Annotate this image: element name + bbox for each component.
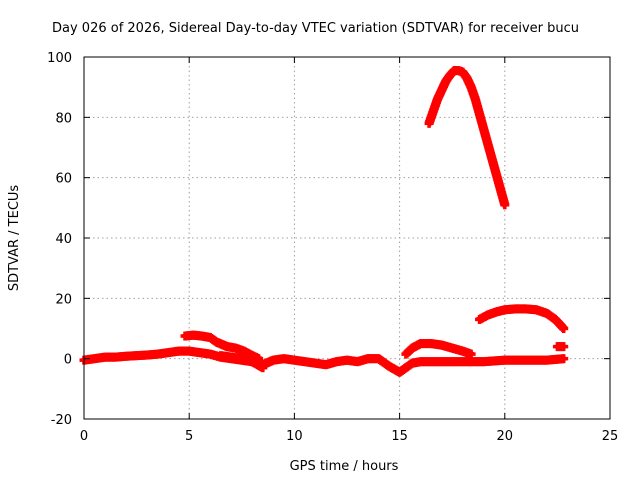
y-tick-label: 80 [55, 111, 72, 126]
axis-ticks [83, 56, 611, 420]
plus-marker [258, 363, 268, 373]
x-tick-label: 25 [602, 429, 619, 444]
data-points [79, 66, 569, 377]
x-tick-label: 20 [497, 429, 514, 444]
x-tick-labels: 0 5 10 15 20 25 [80, 429, 618, 444]
series-baseline-track [79, 346, 569, 377]
plus-marker [466, 349, 476, 359]
x-tick-label: 5 [185, 429, 193, 444]
x-axis-label: GPS time / hours [290, 459, 399, 474]
y-tick-label: 100 [47, 51, 72, 66]
series-arc-20h [475, 304, 569, 333]
plus-marker [559, 354, 569, 364]
series-peak-arc [424, 66, 510, 210]
plus-marker [559, 324, 569, 333]
y-tick-label: -20 [51, 413, 72, 428]
series-tail-22h [552, 342, 569, 352]
plus-marker [500, 200, 510, 210]
y-axis-label: SDTVAR / TECUs [7, 185, 22, 292]
chart-title: Day 026 of 2026, Sidereal Day-to-day VTE… [52, 21, 579, 36]
x-tick-label: 10 [286, 429, 303, 444]
x-tick-label: 15 [391, 429, 408, 444]
x-tick-label: 0 [80, 429, 88, 444]
y-tick-labels: -20 0 20 40 60 80 100 [47, 51, 72, 428]
y-tick-label: 40 [55, 232, 72, 247]
y-tick-label: 20 [55, 292, 72, 307]
series-upper-track-7h [216, 351, 268, 373]
y-tick-label: 60 [55, 172, 72, 187]
series-upper-track-5h [180, 330, 264, 364]
y-tick-label: 0 [64, 353, 72, 368]
plus-marker [559, 342, 569, 352]
series-track-15h [401, 339, 476, 359]
